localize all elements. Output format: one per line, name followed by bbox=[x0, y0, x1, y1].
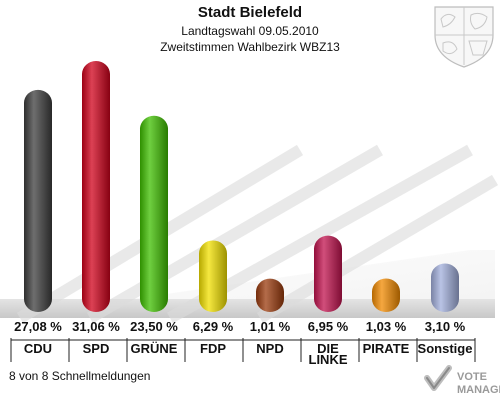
svg-text:VOTE: VOTE bbox=[457, 371, 487, 383]
value-label: 6,29 % bbox=[193, 319, 234, 334]
category-label: GRÜNE bbox=[131, 341, 178, 356]
value-label: 6,95 % bbox=[308, 319, 349, 334]
category-label: FDP bbox=[200, 341, 226, 356]
coat-of-arms-logo bbox=[434, 6, 494, 68]
value-label: 31,06 % bbox=[72, 319, 120, 334]
svg-text:MANAGER: MANAGER bbox=[457, 384, 500, 396]
chart-subtitle-election: Landtagswahl 09.05.2010 bbox=[181, 24, 319, 38]
category-label: DIE bbox=[317, 341, 339, 356]
chart-backdrop bbox=[0, 144, 499, 324]
category-label: NPD bbox=[256, 341, 283, 356]
category-label: LINKE bbox=[309, 352, 348, 367]
bar-fdp bbox=[199, 240, 227, 312]
category-label: SPD bbox=[83, 341, 110, 356]
value-label: 1,01 % bbox=[250, 319, 291, 334]
chart-subtitle-district: Zweitstimmen Wahlbezirk WBZ13 bbox=[160, 40, 340, 54]
value-label: 23,50 % bbox=[130, 319, 178, 334]
bar-spd bbox=[82, 61, 110, 313]
bar-pirate bbox=[372, 278, 401, 312]
bar-sonstige bbox=[431, 263, 459, 312]
vote-manager-logo: VOTE MANAGER bbox=[424, 365, 500, 396]
category-label: CDU bbox=[24, 341, 52, 356]
value-label: 3,10 % bbox=[425, 319, 466, 334]
category-label: Sonstige bbox=[418, 341, 473, 356]
bar-cdu bbox=[24, 89, 52, 313]
value-label: 1,03 % bbox=[366, 319, 407, 334]
report-count-note: 8 von 8 Schnellmeldungen bbox=[9, 369, 151, 383]
chart-title: Stadt Bielefeld bbox=[197, 4, 303, 21]
category-label: PIRATE bbox=[363, 341, 410, 356]
bar-gr-ne bbox=[140, 115, 168, 312]
value-label: 27,08 % bbox=[14, 319, 62, 334]
bar-npd bbox=[256, 278, 284, 312]
bar-die-linke bbox=[314, 235, 342, 312]
